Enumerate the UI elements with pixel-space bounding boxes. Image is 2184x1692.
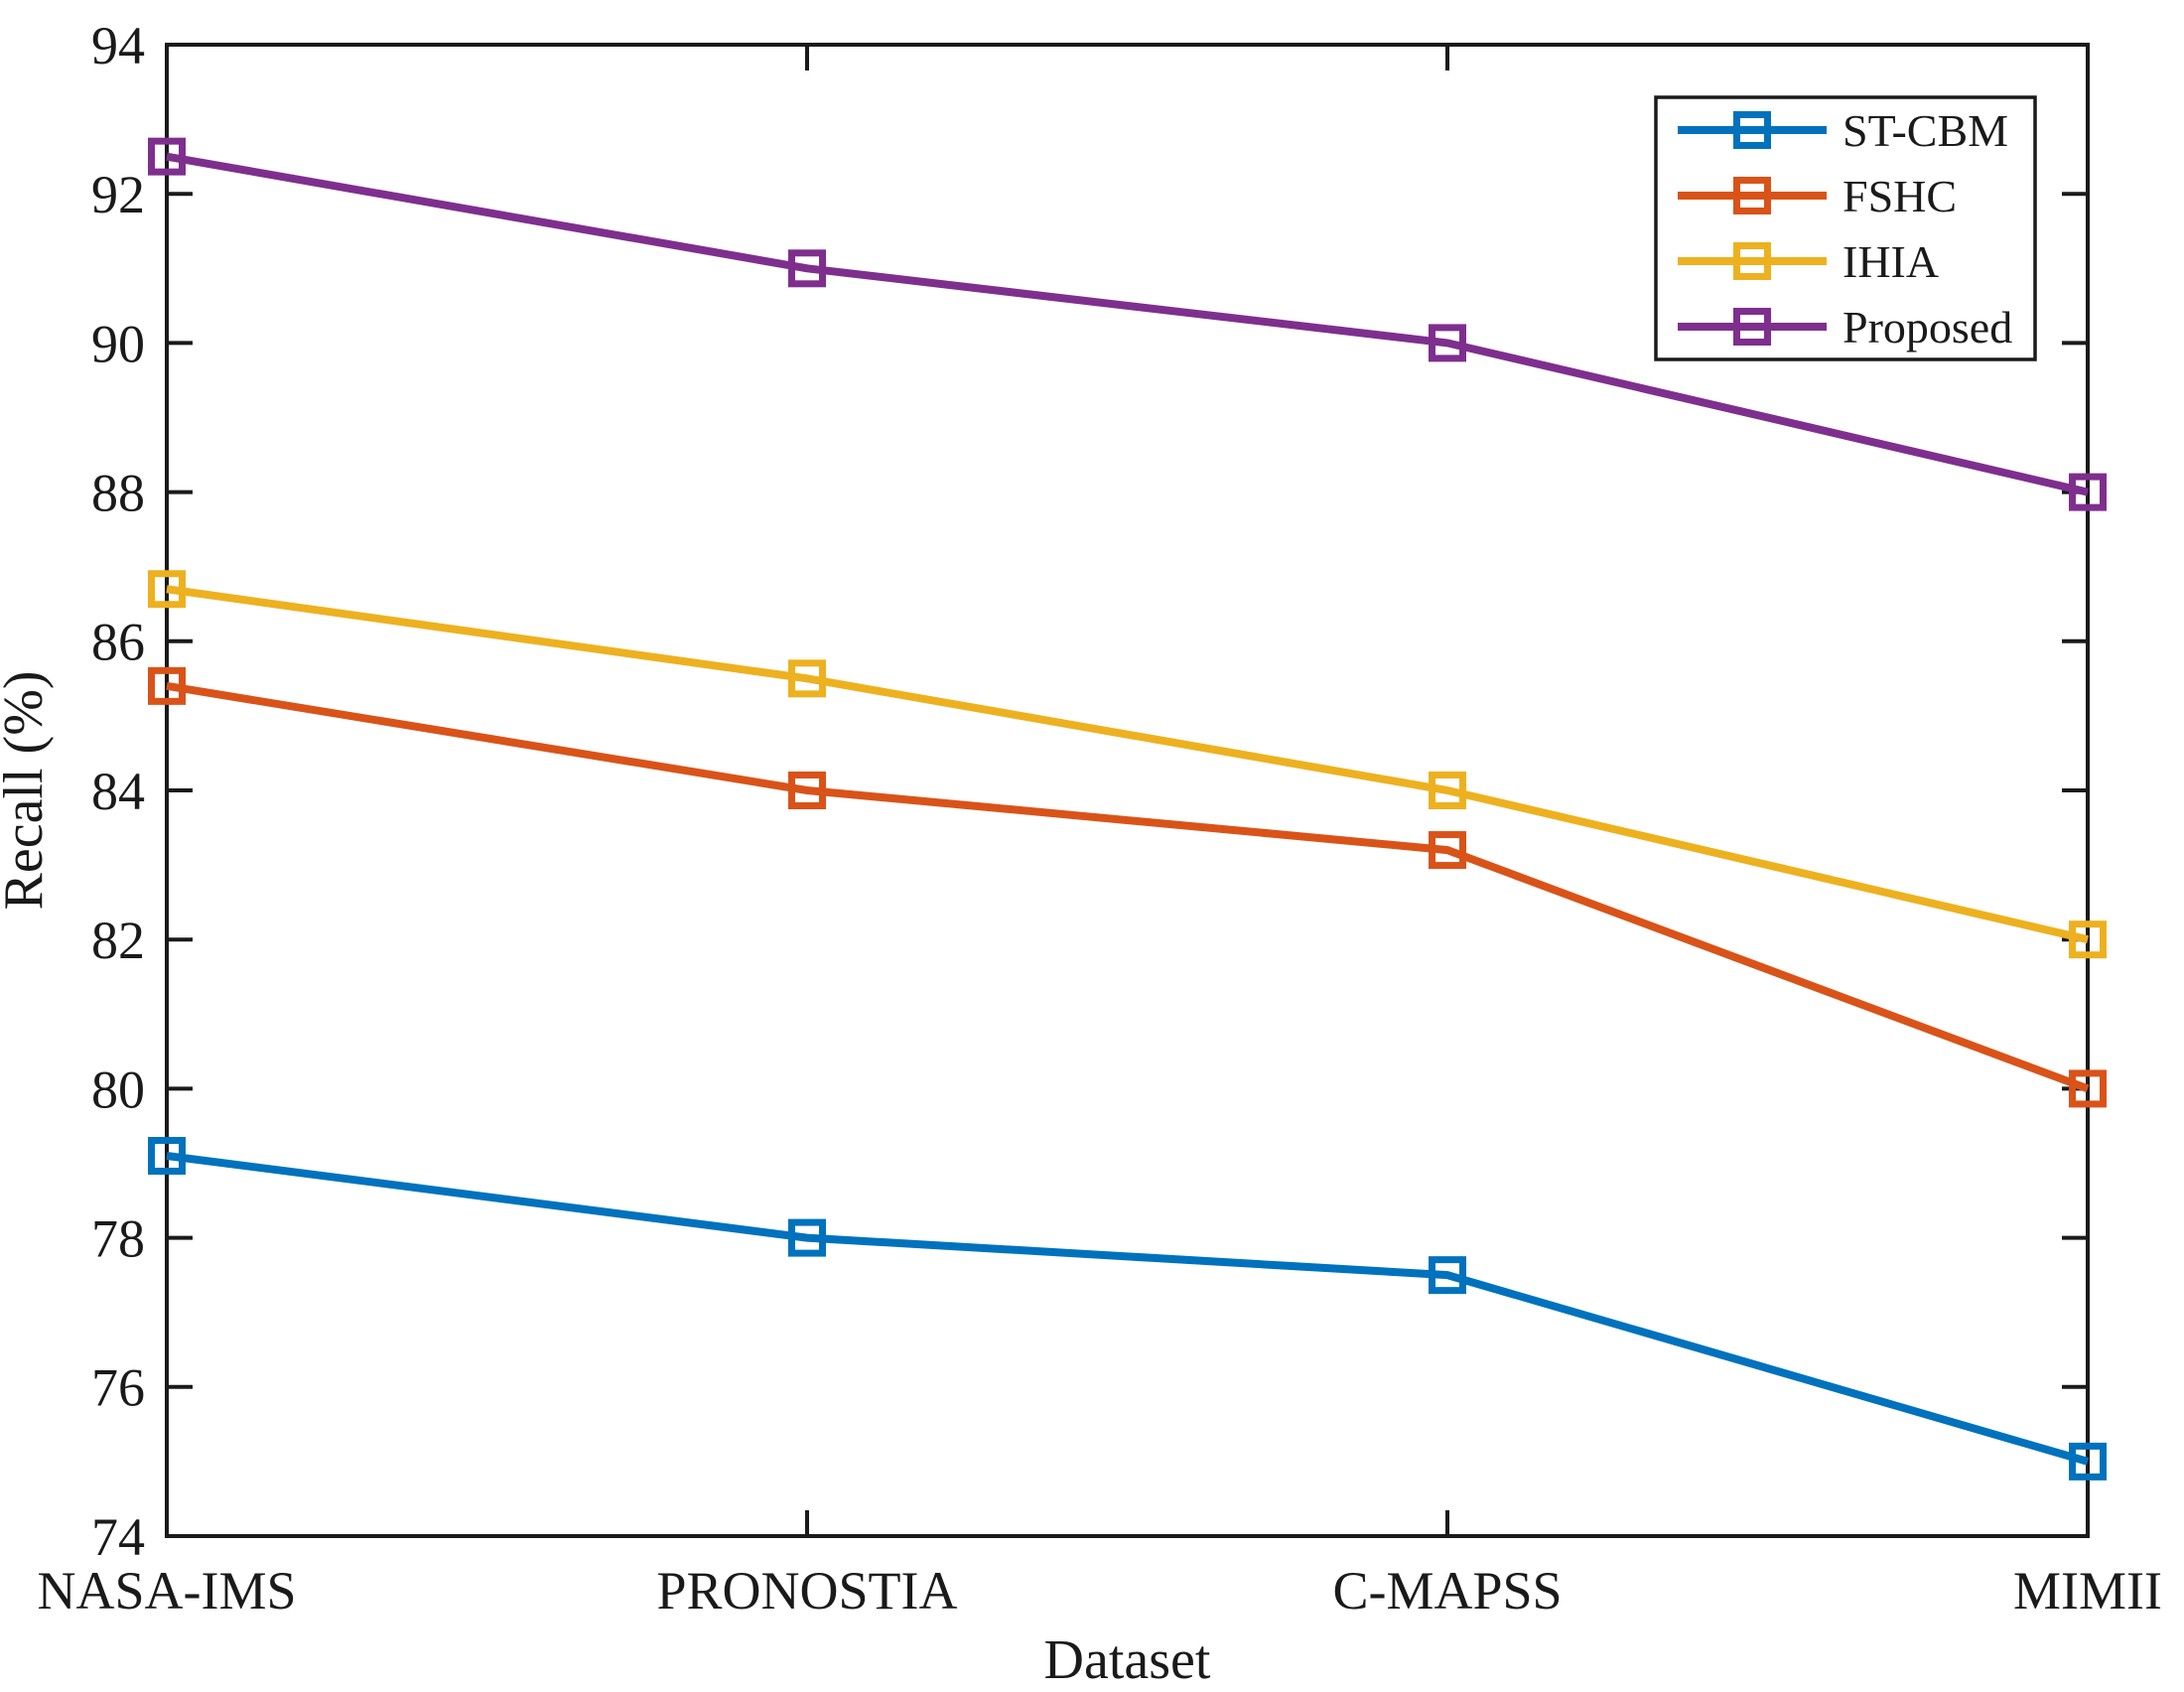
- y-tick-label: 90: [91, 314, 145, 373]
- legend-label-fshc: FSHC: [1843, 171, 1957, 221]
- y-tick-label: 80: [91, 1059, 145, 1119]
- marker-ihia-c-mapss: [1429, 772, 1466, 809]
- legend-swatch-marker-proposed: [1733, 308, 1771, 346]
- x-tick-label: MIMII: [2013, 1561, 2162, 1621]
- marker-ihia-pronostia: [788, 659, 826, 698]
- legend-label-ihia: IHIA: [1843, 236, 1939, 287]
- y-tick-label: 82: [91, 911, 145, 970]
- x-axis-label: Dataset: [1044, 1629, 1211, 1687]
- marker-proposed-mimii: [2069, 473, 2107, 511]
- legend-swatch-marker-fshc: [1733, 177, 1771, 214]
- marker-st-cbm-mimii: [2069, 1442, 2107, 1480]
- marker-fshc-mimii: [2069, 1069, 2107, 1108]
- series-line-fshc: [166, 681, 2090, 1093]
- legend-box: [1654, 95, 2037, 361]
- marker-ihia-nasa-ims: [148, 570, 186, 609]
- series-line-proposed: [166, 152, 2089, 496]
- marker-fshc-pronostia: [788, 772, 826, 809]
- x-tick-label: PRONOSTIA: [656, 1561, 957, 1621]
- legend-label-st-cbm: ST-CBM: [1843, 105, 2008, 156]
- marker-st-cbm-pronostia: [788, 1218, 826, 1257]
- y-tick-label: 86: [91, 613, 145, 672]
- y-tick-label: 92: [91, 165, 145, 224]
- marker-fshc-nasa-ims: [148, 666, 186, 705]
- series-line-ihia: [166, 585, 2089, 944]
- marker-ihia-mimii: [2069, 920, 2107, 959]
- y-tick-label: 76: [91, 1358, 145, 1418]
- marker-proposed-nasa-ims: [148, 137, 186, 176]
- legend-label-proposed: Proposed: [1843, 302, 2012, 352]
- marker-st-cbm-nasa-ims: [148, 1136, 186, 1175]
- y-tick-label: 84: [91, 762, 145, 821]
- marker-st-cbm-c-mapss: [1429, 1256, 1466, 1295]
- marker-proposed-pronostia: [788, 249, 826, 288]
- y-tick-label: 88: [91, 464, 145, 523]
- legend-swatch-marker-st-cbm: [1733, 111, 1771, 149]
- x-tick-label: NASA-IMS: [37, 1561, 296, 1621]
- legend-swatch-marker-ihia: [1733, 242, 1771, 280]
- series-line-st-cbm: [166, 1152, 2090, 1466]
- y-tick-label: 78: [91, 1209, 145, 1269]
- marker-fshc-c-mapss: [1429, 831, 1466, 870]
- y-tick-label: 74: [91, 1507, 145, 1567]
- x-tick-label: C-MAPSS: [1332, 1561, 1562, 1621]
- y-axis-label: Recall (%): [0, 671, 55, 911]
- y-tick-label: 94: [91, 16, 145, 75]
- marker-proposed-c-mapss: [1429, 324, 1466, 362]
